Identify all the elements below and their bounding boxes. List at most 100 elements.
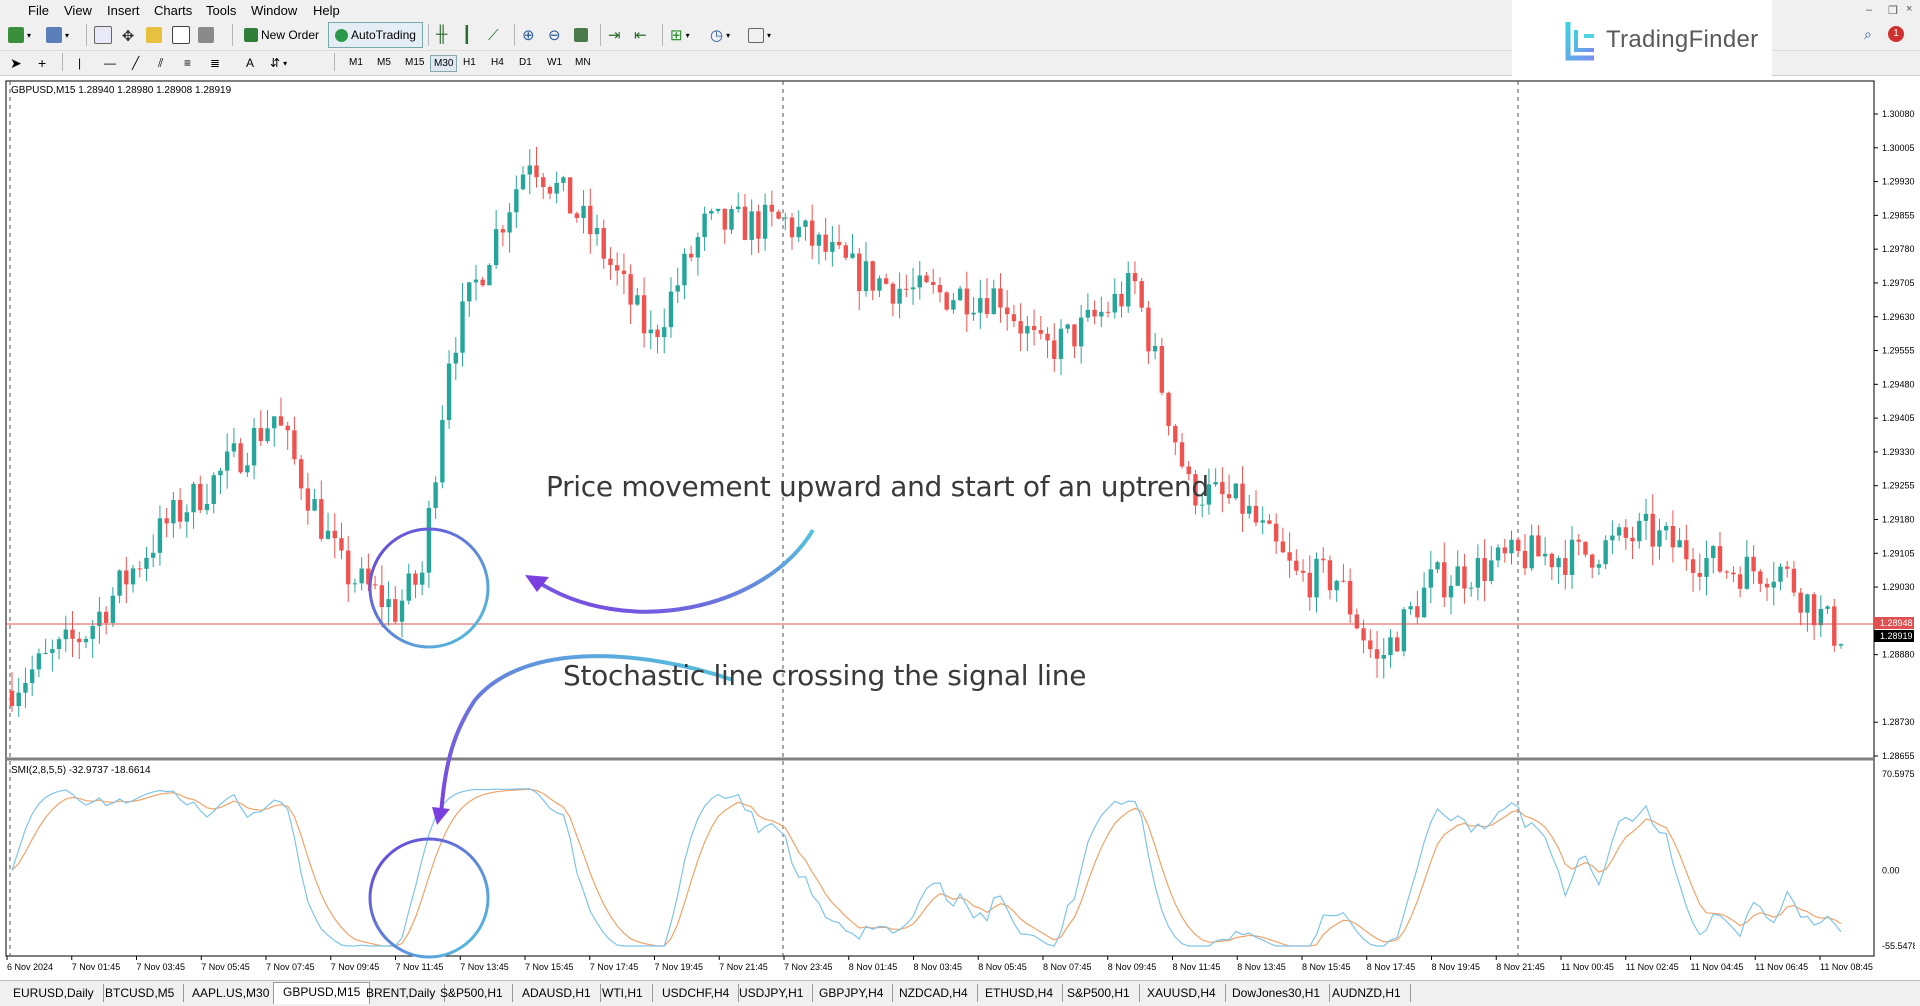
fibonacci-tool[interactable]: ≡ [184, 52, 191, 74]
timeframe-h4[interactable]: H4 [491, 57, 504, 68]
chart-tab[interactable]: NZDCAD,H4 [890, 984, 978, 1002]
candle-body [621, 270, 627, 275]
chart-tab[interactable]: S&P500,H1 [431, 984, 513, 1002]
candle-body [1482, 558, 1487, 582]
candle-body [904, 288, 909, 290]
cursor-tool[interactable]: ➤ [10, 52, 22, 74]
candle-body [1126, 273, 1131, 307]
auto-scroll-button[interactable]: ⇥ [608, 24, 621, 46]
zoom-in-button[interactable]: ⊕ [522, 24, 535, 46]
fib-fan-tool[interactable]: ≣ [210, 52, 220, 74]
timeframe-m15[interactable]: M15 [405, 57, 425, 68]
candle-body [446, 363, 452, 421]
timeframe-m1[interactable]: M1 [349, 57, 363, 68]
autotrading-label: AutoTrading [351, 28, 416, 42]
timeframe-d1[interactable]: D1 [519, 57, 532, 68]
candle-body [1226, 494, 1232, 499]
new-order-button[interactable]: New Order [240, 24, 323, 46]
candle-body [1247, 505, 1252, 514]
chart-canvas[interactable]: GBPUSD,M15 1.28940 1.28980 1.28908 1.289… [5, 80, 1915, 980]
candle-body [843, 245, 849, 258]
chart-tab[interactable]: EURUSD,Daily [4, 984, 104, 1002]
chart-tab[interactable]: BTCUSD,M5 [96, 984, 185, 1002]
menu-view[interactable]: View [64, 3, 92, 18]
chart-tab[interactable]: USDJPY,H1 [730, 984, 814, 1002]
chart-tab[interactable]: ADAUSD,H1 [513, 984, 601, 1002]
chart-window[interactable]: GBPUSD,M15 1.28940 1.28980 1.28908 1.289… [5, 80, 1915, 980]
chart-tab[interactable]: ETHUSD,H4 [976, 984, 1064, 1002]
candle-body [1711, 546, 1716, 559]
chart-shift-button[interactable]: ⇤ [634, 24, 647, 46]
periods-button[interactable]: ◷ ▾ [710, 27, 731, 44]
terminal-button[interactable] [172, 24, 190, 46]
candle-body [1549, 553, 1555, 568]
search-icon[interactable]: ⌕ [1864, 26, 1872, 42]
market-watch-button[interactable] [94, 24, 112, 46]
smi-highlight-circle [368, 837, 490, 959]
restore-button[interactable]: ❐ [1888, 5, 1898, 17]
horizontal-line-tool[interactable]: — [104, 52, 116, 74]
candle-body [1078, 317, 1084, 347]
chart-tab[interactable]: AAPL.US,M30 [183, 984, 280, 1002]
candle-body [1596, 564, 1602, 568]
chart-tab[interactable]: XAUUSD,H4 [1138, 984, 1226, 1002]
menu-insert[interactable]: Insert [107, 3, 140, 18]
notification-badge[interactable]: 1 [1888, 26, 1904, 42]
crosshair-tool[interactable]: + [38, 52, 46, 74]
bar-chart-button[interactable]: ╫ [436, 24, 447, 46]
time-tick-label: 8 Nov 21:45 [1496, 962, 1545, 972]
candle-body [1220, 482, 1225, 495]
candle-body [648, 329, 654, 334]
templates-icon [748, 27, 764, 43]
vertical-line-tool[interactable]: | [78, 52, 81, 74]
timeframe-mn[interactable]: MN [575, 57, 591, 68]
menu-charts[interactable]: Charts [154, 3, 193, 18]
arrows-tool[interactable]: ⇵ ▾ [270, 56, 288, 70]
timeframe-m30[interactable]: M30 [430, 55, 458, 72]
candle-body [1361, 628, 1366, 641]
chart-tab[interactable]: WTI,H1 [593, 984, 653, 1002]
candle-body [756, 211, 761, 239]
tile-windows-button[interactable] [574, 24, 588, 46]
candle-body [1529, 535, 1534, 569]
close-icon[interactable]: × [1906, 3, 1913, 15]
text-tool[interactable]: A [246, 52, 254, 74]
candle-body [70, 629, 75, 639]
chart-tab[interactable]: AUDNZD,H1 [1323, 984, 1411, 1002]
autotrading-button[interactable]: AutoTrading [328, 22, 423, 48]
chart-tab[interactable]: S&P500,H1 [1058, 984, 1140, 1002]
price-tick-label: 1.28655 [1882, 751, 1915, 761]
new-chart-button[interactable]: ▾ [8, 24, 31, 46]
minimize-button[interactable]: – [1866, 4, 1873, 16]
trendline-tool[interactable]: ╱ [132, 52, 139, 74]
timeframe-m5[interactable]: M5 [377, 57, 391, 68]
line-chart-button[interactable]: ⟋ [488, 24, 499, 46]
chart-tab[interactable]: DowJones30,H1 [1223, 984, 1331, 1002]
time-tick-label: 7 Nov 11:45 [396, 962, 444, 972]
menu-tools[interactable]: Tools [206, 3, 237, 18]
strategy-tester-button[interactable] [198, 24, 214, 46]
favorites-button[interactable] [146, 24, 162, 46]
profiles-button[interactable]: ▾ [46, 24, 69, 46]
menu-file[interactable]: File [28, 3, 49, 18]
menu-help[interactable]: Help [313, 3, 340, 18]
candle-body [164, 518, 169, 524]
candlestick-icon: ┃ [462, 27, 472, 44]
candlestick-button[interactable]: ┃ [462, 24, 472, 46]
indicators-button[interactable]: ⊞ ▾ [670, 27, 690, 44]
timeframe-h1[interactable]: H1 [463, 57, 476, 68]
chart-tab[interactable]: GBPJPY,H4 [810, 984, 894, 1002]
menu-window[interactable]: Window [251, 3, 298, 18]
chart-tab[interactable]: GBPUSD,M15 [273, 982, 371, 1004]
templates-button[interactable]: ▾ [748, 24, 771, 46]
chart-tab[interactable]: USDCHF,H4 [653, 984, 740, 1002]
navigator-button[interactable]: ✥ [120, 24, 136, 46]
candle-body [1495, 547, 1501, 561]
zoom-out-button[interactable]: ⊖ [548, 24, 561, 46]
candle-body [520, 174, 526, 190]
chart-tab[interactable]: BRENT,Daily [357, 984, 446, 1002]
channel-tool[interactable]: ⫽ [158, 52, 163, 74]
timeframe-w1[interactable]: W1 [547, 57, 562, 68]
candle-body [581, 205, 586, 218]
candle-body [1294, 560, 1299, 571]
